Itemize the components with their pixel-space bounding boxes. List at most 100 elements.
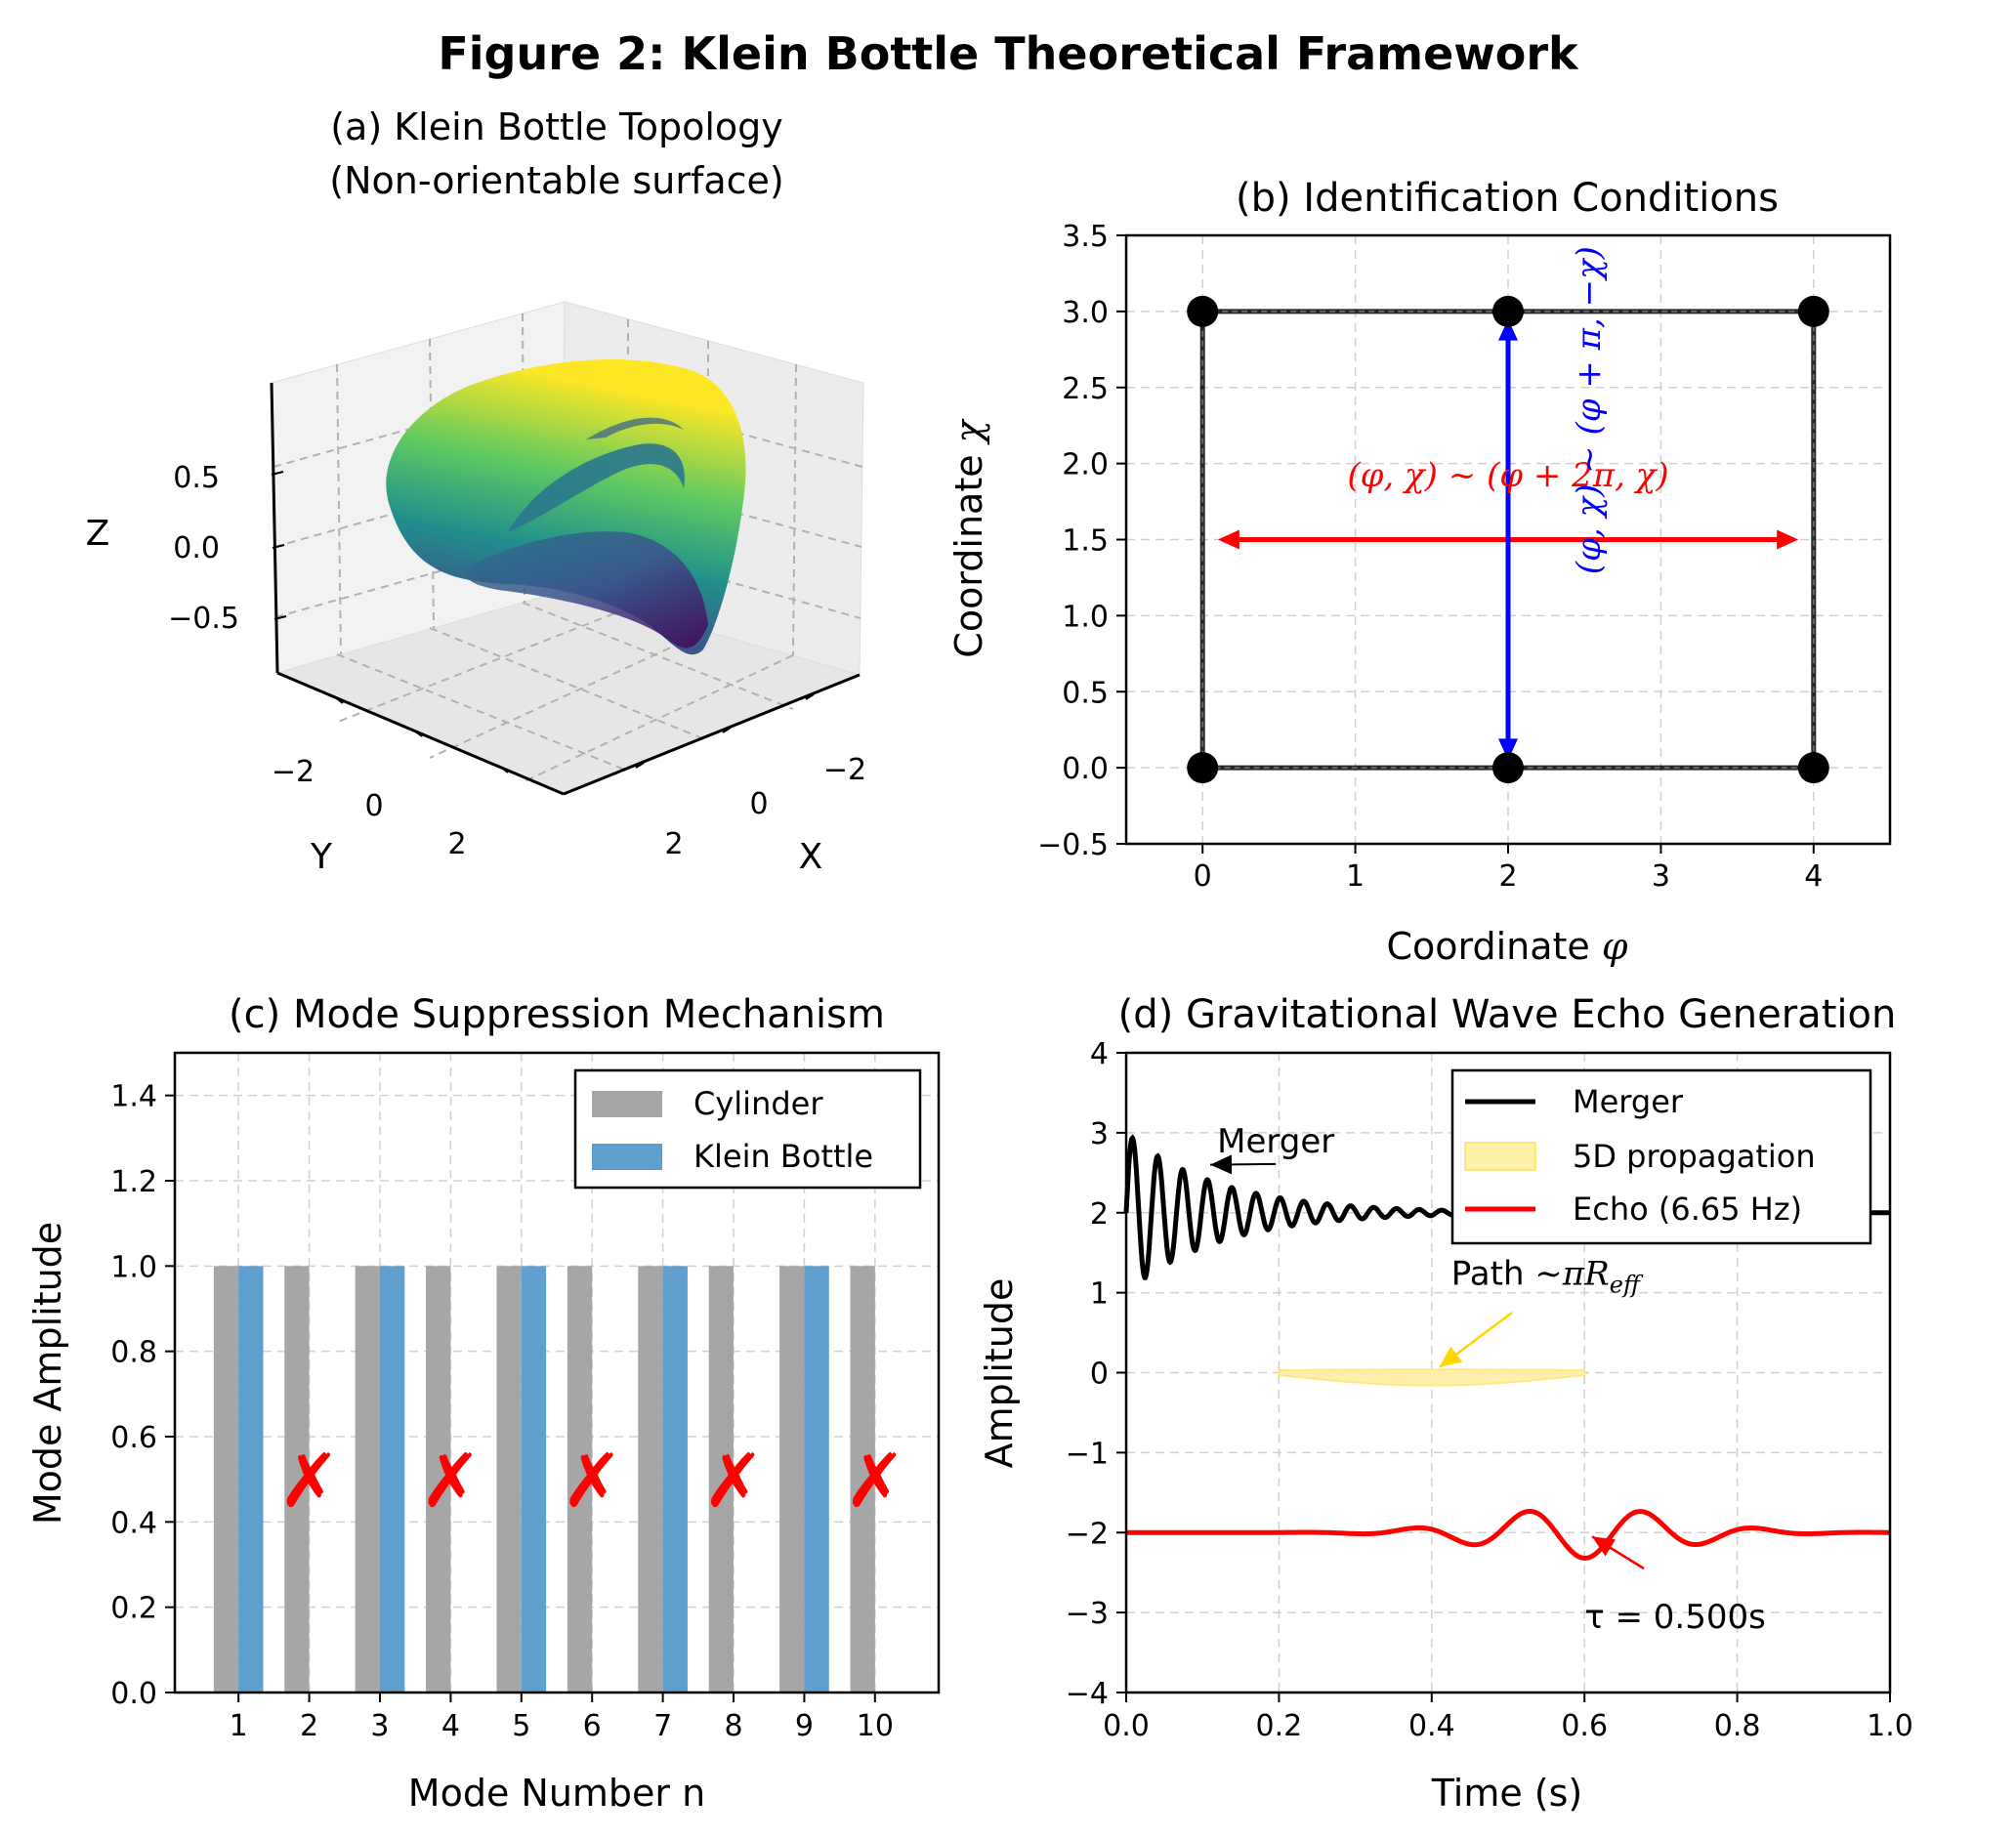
figure-title: Figure 2: Klein Bottle Theoretical Frame… bbox=[438, 27, 1579, 80]
panel-d-title: (d) Gravitational Wave Echo Generation bbox=[1118, 992, 1897, 1037]
panel-b-ylabel-symbol: χ bbox=[947, 418, 990, 445]
x-tick-label: 10 bbox=[857, 1709, 894, 1743]
bar-klein-bottle bbox=[521, 1266, 547, 1693]
x-tick-label: 2 bbox=[1498, 859, 1517, 894]
annotation-tau: τ = 0.500s bbox=[1584, 1598, 1766, 1637]
y-tick-label: 0.4 bbox=[110, 1506, 157, 1540]
annotation-merger: Merger bbox=[1217, 1122, 1334, 1161]
y-tick-label: 0.8 bbox=[110, 1336, 157, 1370]
y-tick-label: 2 bbox=[1090, 1197, 1109, 1232]
x-tick-label: 6 bbox=[583, 1709, 602, 1743]
arrow-head-down bbox=[1498, 738, 1518, 761]
panel-c-xticks: 1 2 3 4 5 6 7 8 9 10 bbox=[230, 1693, 894, 1743]
bar-cylinder bbox=[567, 1266, 593, 1693]
bar-cylinder bbox=[638, 1266, 663, 1693]
x-tick-label: 2 bbox=[664, 827, 683, 861]
x-tick-label: 0.6 bbox=[1561, 1709, 1608, 1743]
y-tick-label: 1.0 bbox=[1062, 600, 1109, 634]
bar-cylinder bbox=[850, 1266, 875, 1693]
y-tick-label: −2 bbox=[272, 755, 315, 789]
arrow-head-up bbox=[1498, 318, 1518, 341]
y-tick-label: 3.5 bbox=[1062, 220, 1109, 254]
x-ticks: −2 0 2 bbox=[635, 693, 866, 861]
bar-cylinder bbox=[496, 1266, 522, 1693]
x-tick-label: 0 bbox=[1194, 859, 1212, 894]
panel-d-ylabel: Amplitude bbox=[978, 1278, 1021, 1469]
annotation-merger-arrowhead bbox=[1210, 1154, 1233, 1175]
panel-c-frame bbox=[173, 1051, 941, 1694]
annotation-path-arrowhead bbox=[1439, 1346, 1463, 1367]
panel-c-yticks: 0.0 0.2 0.4 0.6 0.8 1.0 1.2 1.4 bbox=[110, 1080, 175, 1711]
x-tick-label: 3 bbox=[370, 1709, 389, 1743]
y-tick-label: 2.5 bbox=[1062, 372, 1109, 406]
y-tick-label: 2.0 bbox=[1062, 448, 1109, 482]
x-tick-label: 2 bbox=[300, 1709, 318, 1743]
legend-label-cylinder: Cylinder bbox=[693, 1085, 823, 1122]
corner-point bbox=[1187, 752, 1219, 784]
y-tick-label: 0.5 bbox=[1062, 676, 1109, 710]
suppressed-marker: ✗ bbox=[844, 1438, 906, 1525]
legend-swatch-klein bbox=[592, 1144, 662, 1170]
band-5d-propagation bbox=[1278, 1368, 1586, 1387]
panel-b-ylabel: Coordinate χ bbox=[947, 418, 990, 657]
bar-cylinder bbox=[355, 1266, 380, 1693]
panel-b: (b) Identification Conditions (φ, χ) ~ (… bbox=[947, 176, 1892, 968]
panel-a-title-line1: (a) Klein Bottle Topology bbox=[330, 105, 783, 148]
panel-d-yticks: −4 −3 −2 −1 0 1 2 3 4 bbox=[1066, 1037, 1126, 1711]
x-tick-label: 0 bbox=[749, 787, 768, 821]
x-tick-label: 8 bbox=[724, 1709, 742, 1743]
legend-label-merger: Merger bbox=[1573, 1083, 1684, 1120]
x-tick-label: 1 bbox=[230, 1709, 248, 1743]
panel-a: (a) Klein Bottle Topology (Non-orientabl… bbox=[86, 105, 866, 877]
panel-d-legend: Merger 5D propagation Echo (6.65 Hz) bbox=[1450, 1068, 1872, 1245]
panel-c: (c) Mode Suppression Mechanism ✗ ✗ ✗ ✗ ✗ 1 2 3… bbox=[26, 992, 941, 1815]
panel-b-xlabel: Coordinate φ bbox=[1386, 925, 1627, 968]
legend-label-klein: Klein Bottle bbox=[693, 1138, 873, 1175]
panel-c-ylabel: Mode Amplitude bbox=[26, 1222, 69, 1525]
x-tick-label: 0.2 bbox=[1256, 1709, 1303, 1743]
panel-d-xlabel: Time (s) bbox=[1431, 1772, 1583, 1815]
y-tick-label: 2 bbox=[447, 827, 466, 861]
line-echo bbox=[1126, 1509, 1890, 1561]
x-tick-label: 4 bbox=[1804, 859, 1823, 894]
y-tick-label: 0 bbox=[1090, 1358, 1109, 1392]
suppressed-marker: ✗ bbox=[702, 1438, 765, 1525]
y-tick-label: −1 bbox=[1066, 1437, 1109, 1471]
bar-klein-bottle bbox=[662, 1266, 688, 1693]
y-tick-label: 1.0 bbox=[110, 1250, 157, 1284]
z-tick-label: 0.5 bbox=[173, 461, 220, 495]
bar-klein-bottle bbox=[238, 1266, 264, 1693]
y-tick-label: −4 bbox=[1066, 1677, 1109, 1711]
panel-d: (d) Gravitational Wave Echo Generation M… bbox=[978, 992, 1913, 1815]
x-tick-label: 7 bbox=[653, 1709, 672, 1743]
panel-c-bars bbox=[213, 1266, 875, 1693]
legend-swatch-cylinder bbox=[592, 1091, 662, 1117]
corner-point bbox=[1797, 295, 1829, 327]
panel-d-xticks: 0.0 0.2 0.4 0.6 0.8 1.0 bbox=[1103, 1693, 1913, 1743]
panel-b-xticks: 0 1 2 3 4 bbox=[1194, 844, 1823, 894]
y-tick-label: 0.0 bbox=[110, 1677, 157, 1711]
y-tick-label: 0 bbox=[364, 789, 383, 823]
z-tick-label: 0.0 bbox=[173, 531, 220, 565]
annotation-path-subscript: eff bbox=[1610, 1272, 1644, 1299]
bar-klein-bottle bbox=[804, 1266, 829, 1693]
panel-b-xlabel-prefix: Coordinate bbox=[1386, 925, 1601, 968]
klein-bottle-surface bbox=[386, 359, 746, 655]
legend-swatch-5d bbox=[1464, 1142, 1536, 1171]
panel-a-title-line2: (Non-orientable surface) bbox=[329, 159, 783, 202]
y-tick-label: −2 bbox=[1066, 1517, 1109, 1551]
y-tick-label: 1.5 bbox=[1062, 524, 1109, 559]
annotation-tau-arrowhead bbox=[1592, 1536, 1616, 1557]
x-tick-label: 5 bbox=[512, 1709, 530, 1743]
panel-c-xlabel: Mode Number n bbox=[408, 1772, 705, 1815]
x-axis-label: X bbox=[799, 837, 823, 877]
y-tick-label: 1.4 bbox=[110, 1080, 157, 1114]
y-ticks: −2 0 2 bbox=[272, 696, 509, 861]
y-tick-label: 1 bbox=[1090, 1277, 1109, 1312]
annotation-path-text: Path bbox=[1451, 1255, 1535, 1294]
annotation-path: Path ∼πReff bbox=[1451, 1255, 1644, 1299]
arrow-head-left bbox=[1217, 529, 1239, 550]
corner-point bbox=[1797, 752, 1829, 784]
y-tick-label: 4 bbox=[1090, 1037, 1109, 1071]
